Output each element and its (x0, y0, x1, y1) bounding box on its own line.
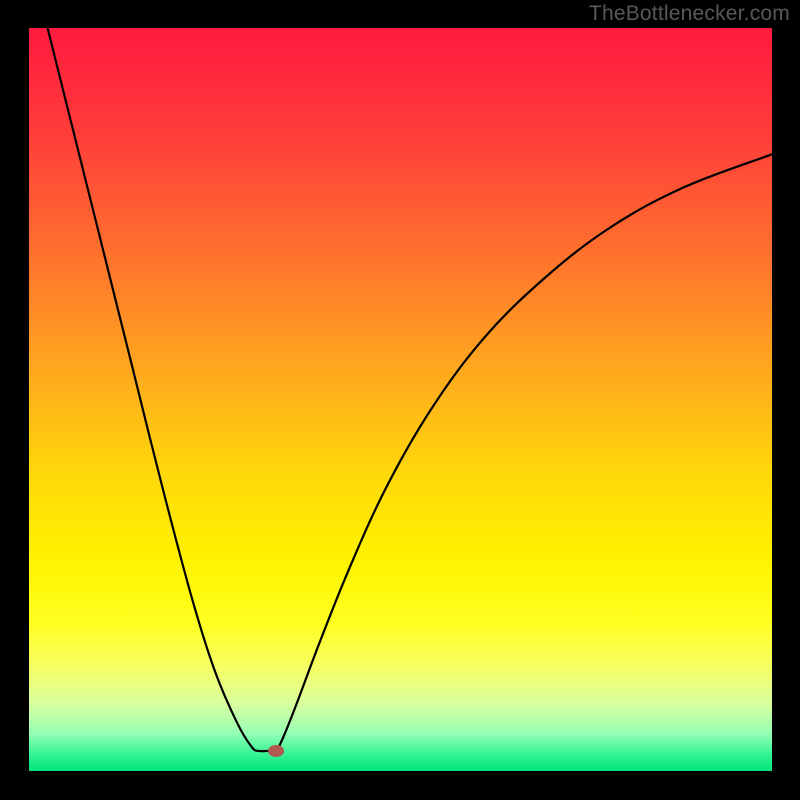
watermark-text: TheBottlenecker.com (589, 2, 790, 26)
bottleneck-curve (29, 28, 772, 771)
plot-area (29, 28, 772, 771)
chart-container: TheBottlenecker.com (0, 0, 800, 800)
result-marker (268, 745, 284, 757)
